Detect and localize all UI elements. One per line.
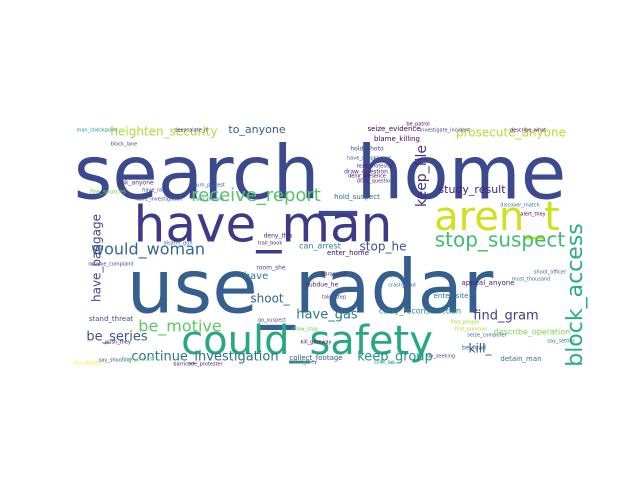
cloud-word: push_they bbox=[105, 340, 131, 346]
cloud-word: say_shooting bbox=[99, 358, 132, 364]
cloud-word: harass_he bbox=[321, 272, 346, 278]
cloud-word: crash_road bbox=[388, 283, 415, 289]
cloud-word: prosecute_anyone bbox=[456, 126, 566, 140]
cloud-word: have_baggage bbox=[90, 214, 104, 302]
cloud-word: subdue_he bbox=[306, 282, 339, 289]
cloud-word: keep_group bbox=[357, 350, 433, 365]
cloud-word: find_gram bbox=[473, 309, 538, 324]
cloud-word: can_arrest bbox=[299, 242, 341, 251]
cloud-word: stand_threat bbox=[89, 315, 134, 323]
cloud-word: hold_suspect bbox=[334, 193, 380, 201]
cloud-word: arrive_they bbox=[289, 360, 317, 366]
cloud-word: man_checkpoint bbox=[77, 128, 118, 134]
cloud-word: spell_he bbox=[374, 360, 394, 366]
cloud-word: draw_question bbox=[344, 169, 388, 176]
cloud-word: must_thousand bbox=[512, 277, 550, 283]
cloud-word: investigate_incident bbox=[420, 128, 470, 134]
cloud-word: take_step bbox=[322, 295, 346, 301]
cloud-word: deny_this bbox=[264, 233, 293, 240]
cloud-word: discover_match bbox=[500, 203, 539, 209]
cloud-word: be_road bbox=[462, 345, 486, 352]
cloud-word: describe_what bbox=[510, 128, 546, 134]
cloud-word: seize_computer bbox=[467, 333, 507, 339]
cloud-word: have_shopkeeper bbox=[347, 156, 392, 162]
cloud-word: keep_file bbox=[414, 145, 430, 207]
cloud-word: go_suspect bbox=[258, 318, 286, 324]
cloud-word: study_result bbox=[438, 183, 506, 196]
cloud-word: could_safety bbox=[181, 318, 433, 364]
cloud-word: shoot_officer bbox=[534, 270, 567, 276]
cloud-word: draw_stop bbox=[292, 327, 318, 333]
cloud-word: to_anyone bbox=[228, 123, 285, 136]
cloud-word: have_investigation bbox=[135, 197, 182, 203]
cloud-word: say_disease bbox=[73, 361, 103, 367]
cloud-word: carry_reconstruction bbox=[379, 307, 461, 316]
cloud-word: say_settler bbox=[547, 339, 575, 345]
cloud-word: deescalate_it bbox=[174, 128, 207, 134]
cloud-word: seize_evidence bbox=[367, 125, 420, 133]
cloud-word: burn_protest bbox=[193, 183, 225, 189]
cloud-word: use_radar bbox=[127, 245, 494, 331]
cloud-word: block_lane bbox=[111, 142, 137, 148]
cloud-word: heighten_security bbox=[110, 125, 217, 139]
cloud-word: find_people bbox=[451, 320, 480, 326]
cloud-word: aren_t bbox=[434, 194, 560, 240]
cloud-word: ask_anyone bbox=[118, 180, 154, 187]
cloud-word: enter_site bbox=[434, 292, 469, 300]
cloud-word: lead_protester bbox=[357, 164, 394, 170]
cloud-word: continue_investigation bbox=[131, 350, 278, 365]
cloud-word: blame_killing bbox=[374, 135, 420, 143]
cloud-word: be_series bbox=[86, 330, 147, 345]
cloud-word: block_access bbox=[563, 223, 588, 367]
cloud-word: alert_they bbox=[520, 212, 545, 218]
cloud-word: do_seeking bbox=[427, 354, 455, 360]
cloud-word: stop_suspect bbox=[435, 228, 566, 252]
cloud-word: fire_sources bbox=[90, 189, 126, 196]
cloud-word: be_patrol bbox=[406, 122, 429, 128]
cloud-word: draw_question bbox=[357, 179, 393, 185]
cloud-word: receive_complaint bbox=[88, 262, 134, 268]
cloud-word: kill_ bbox=[469, 342, 493, 356]
cloud-word: find_gunman bbox=[455, 327, 488, 333]
cloud-word: have_man bbox=[134, 196, 393, 254]
cloud-word: barricade_protester bbox=[173, 362, 223, 368]
cloud-word: bar_people bbox=[196, 197, 224, 203]
cloud-word: search_home bbox=[74, 131, 567, 217]
cloud-word: enter_home bbox=[327, 249, 369, 257]
cloud-word: hold_photo bbox=[350, 146, 384, 153]
cloud-word: stop_he bbox=[360, 240, 407, 254]
cloud-word: deny_presence bbox=[348, 174, 386, 180]
cloud-word: detain_man bbox=[500, 355, 541, 363]
cloud-word: collect_footage bbox=[289, 354, 342, 362]
cloud-word: be_motive bbox=[138, 317, 221, 337]
cloud-word: have_pursuit bbox=[122, 357, 154, 363]
cloud-word: describe_operation bbox=[494, 328, 571, 337]
cloud-word: receive_report bbox=[191, 185, 321, 206]
cloud-word: room_she bbox=[256, 265, 285, 272]
cloud-word: would_woman bbox=[91, 240, 205, 260]
cloud-word: appeal_anyone bbox=[461, 279, 514, 287]
cloud-word: disarm_gun bbox=[163, 241, 192, 247]
cloud-word: have_rally bbox=[142, 188, 168, 194]
cloud-word: have_gas bbox=[296, 308, 358, 323]
cloud-word: shoot_ bbox=[250, 292, 290, 306]
cloud-word: kill_gateway bbox=[301, 340, 332, 346]
cloud-word: trail_book bbox=[258, 241, 283, 247]
cloud-word: have bbox=[244, 271, 269, 282]
